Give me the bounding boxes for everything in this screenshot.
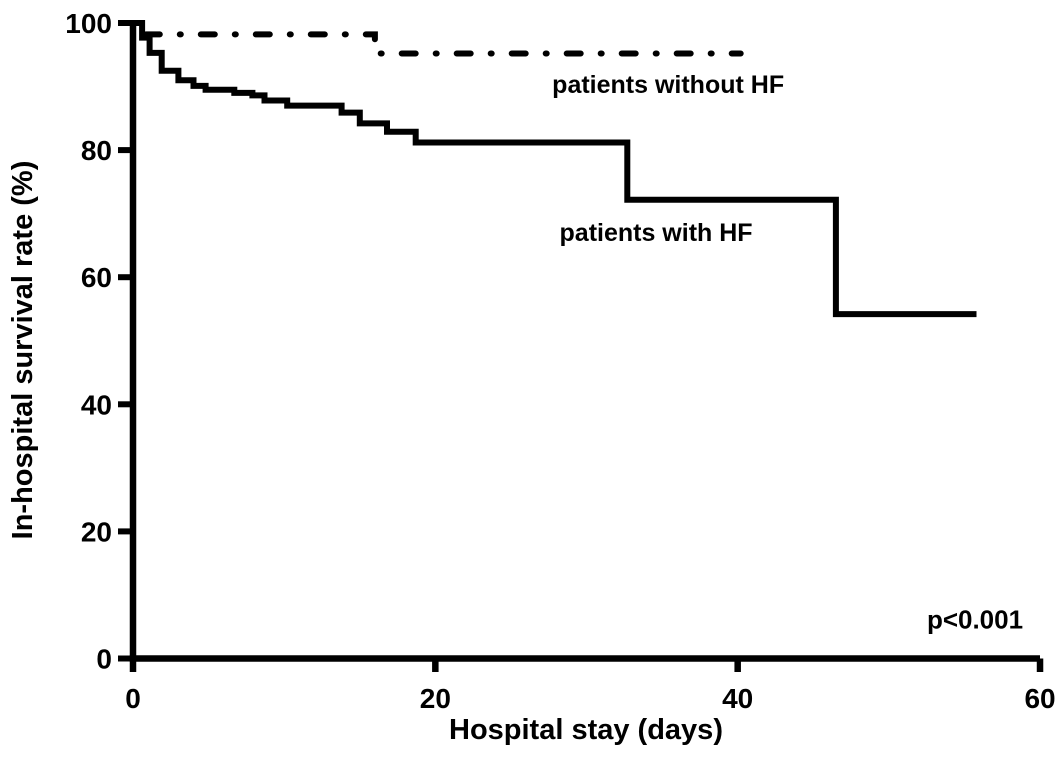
y-axis-title: In-hospital survival rate (%)	[7, 161, 39, 540]
y-tick-label: 20	[81, 516, 112, 547]
y-tick-label: 0	[96, 644, 112, 675]
axis-ticks	[118, 20, 1044, 672]
y-tick-label: 40	[81, 389, 112, 420]
series-curves	[133, 20, 977, 318]
x-tick-label: 20	[420, 683, 451, 714]
series-line-without-hf	[142, 31, 744, 57]
series-line-with-hf	[133, 20, 977, 318]
y-tick-label: 100	[65, 8, 112, 39]
y-tick-label: 60	[81, 262, 112, 293]
axis-tick-labels: 0 20 40 60 0 20 40 60 80 100	[65, 8, 1055, 714]
x-tick-label: 40	[722, 683, 753, 714]
x-tick-label: 60	[1024, 683, 1055, 714]
x-tick-label: 0	[125, 683, 141, 714]
y-tick-label: 80	[81, 135, 112, 166]
curve-annotations: patients without HF patients with HF p<0.0…	[552, 71, 1023, 635]
annotation-label-with-hf: patients with HF	[560, 219, 753, 247]
x-axis-title: Hospital stay (days)	[449, 714, 723, 746]
annotation-label-without-hf: patients without HF	[552, 71, 784, 99]
annotation-p-value: p<0.001	[927, 605, 1023, 635]
